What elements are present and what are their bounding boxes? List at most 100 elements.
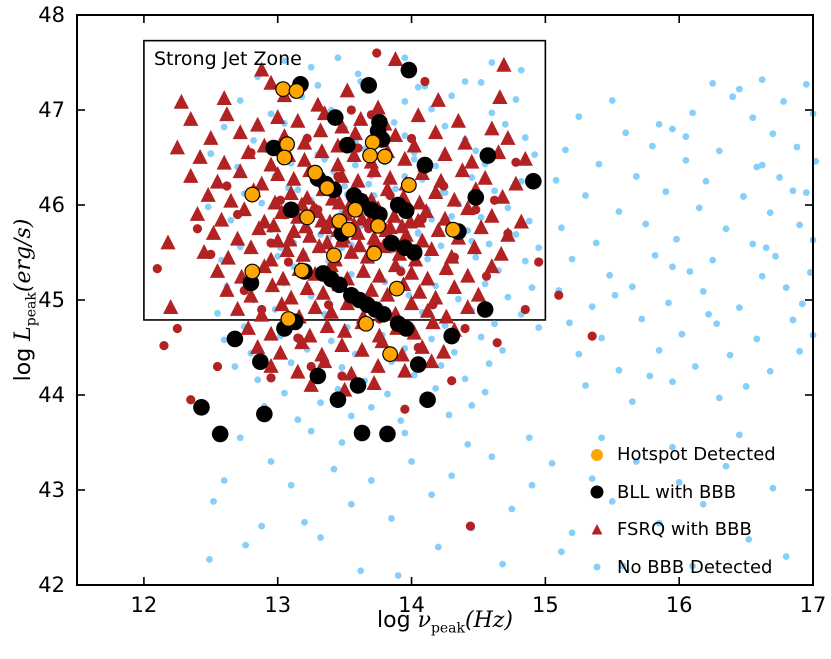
data-point: [264, 277, 281, 293]
data-point: [392, 185, 399, 193]
data-point: [293, 262, 310, 279]
data-point: [160, 234, 176, 250]
data-point: [401, 54, 409, 62]
data-point: [484, 207, 500, 223]
data-point: [163, 299, 179, 314]
data-point: [370, 217, 386, 234]
data-point: [736, 304, 743, 311]
data-point: [334, 385, 342, 393]
data-point: [450, 348, 458, 356]
x-tick-label: 17: [800, 593, 827, 617]
data-point: [400, 177, 417, 193]
data-point: [379, 425, 396, 443]
data-point: [414, 83, 422, 91]
data-point: [203, 130, 219, 145]
data-point: [508, 505, 516, 513]
data-point: [270, 232, 286, 248]
data-point: [263, 251, 279, 267]
data-point: [425, 314, 441, 330]
legend-label: BLL with BBB: [617, 481, 737, 503]
data-point: [299, 280, 315, 295]
data-point: [210, 498, 217, 505]
legend-label: FSRQ with BBB: [617, 519, 752, 541]
data-point: [383, 234, 400, 252]
data-point: [216, 90, 232, 105]
data-point: [353, 111, 369, 126]
data-point: [709, 80, 717, 87]
data-point: [615, 366, 623, 374]
data-point: [493, 245, 509, 261]
data-point: [339, 136, 356, 154]
data-point: [446, 191, 463, 207]
data-point: [353, 424, 371, 442]
data-point: [219, 282, 235, 297]
data-point: [525, 172, 542, 190]
data-point: [347, 201, 364, 218]
data-point: [281, 57, 288, 64]
data-point: [473, 219, 489, 235]
data-point: [512, 96, 520, 103]
data-point: [427, 184, 444, 200]
legend-item-nobbb: No BBB Detected: [586, 549, 776, 587]
data-point: [460, 200, 476, 216]
data-point: [511, 157, 521, 167]
data-point: [323, 303, 339, 319]
data-point: [205, 225, 222, 240]
data-point: [295, 246, 311, 262]
data-point: [504, 293, 512, 301]
y-tick-label: 43: [38, 478, 65, 502]
data-point: [461, 78, 469, 85]
data-point: [477, 213, 485, 221]
data-point: [290, 112, 306, 128]
data-point: [611, 291, 619, 299]
data-point: [726, 351, 734, 359]
data-point: [496, 56, 512, 72]
data-point: [437, 362, 445, 369]
data-point: [448, 213, 456, 220]
data-point: [364, 134, 381, 151]
data-point: [346, 105, 356, 115]
data-point: [713, 320, 721, 328]
data-point: [479, 147, 497, 164]
data-point: [669, 378, 676, 386]
data-point: [678, 330, 686, 338]
legend-item-hotspot: Hotspot Detected: [586, 436, 776, 474]
data-point: [173, 93, 190, 109]
data-point: [766, 367, 774, 375]
data-point: [789, 316, 797, 324]
data-point: [423, 241, 440, 257]
data-point: [588, 475, 596, 482]
data-point: [403, 295, 420, 311]
data-point: [209, 263, 226, 278]
strong-jet-zone-box: [143, 39, 547, 321]
data-point: [152, 264, 162, 274]
data-point: [302, 227, 318, 243]
data-point: [340, 221, 357, 238]
data-point: [189, 206, 206, 221]
data-point: [298, 218, 314, 234]
data-point: [411, 283, 428, 299]
x-tick-label: 12: [131, 593, 158, 617]
data-point: [294, 416, 302, 424]
data-point: [446, 279, 463, 295]
legend-label: Hotspot Detected: [617, 444, 776, 466]
data-point: [209, 173, 226, 189]
data-point: [397, 362, 413, 378]
data-point: [274, 296, 290, 312]
data-point: [350, 172, 366, 188]
legend-label: No BBB Detected: [617, 556, 773, 578]
data-point: [331, 194, 347, 210]
data-point: [312, 122, 329, 138]
data-point: [341, 182, 349, 190]
data-point: [400, 61, 418, 79]
data-point: [329, 391, 347, 409]
data-point: [749, 240, 757, 248]
data-point: [488, 59, 496, 66]
data-point: [401, 132, 409, 140]
data-point: [461, 375, 469, 383]
data-point: [397, 320, 415, 337]
data-point: [382, 169, 398, 185]
data-point: [307, 427, 315, 435]
data-point: [500, 226, 516, 242]
data-point: [411, 194, 428, 210]
